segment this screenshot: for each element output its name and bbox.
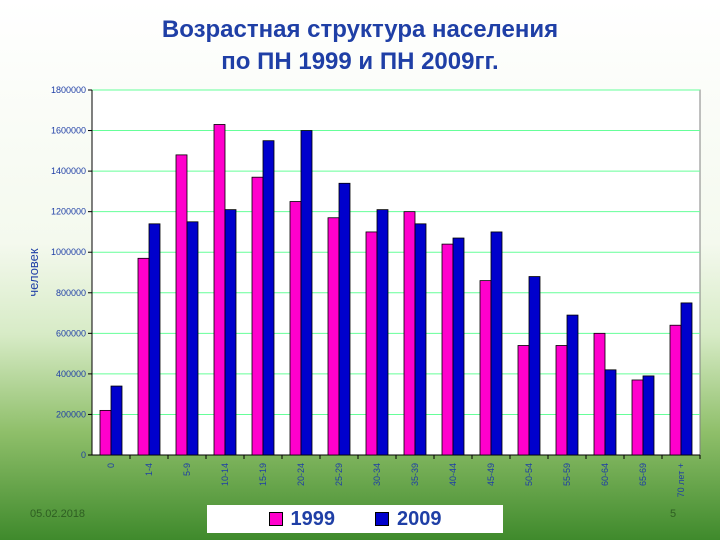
bar-2009-40-44 <box>452 237 465 456</box>
legend-label-1999: 1999 <box>290 507 336 530</box>
bar-2009-10-14 <box>224 209 237 456</box>
bar-1999-50-54 <box>517 345 530 456</box>
legend-label-2009: 2009 <box>397 507 442 530</box>
bar-2009-25-29 <box>338 182 351 456</box>
chart-title: Возрастная структура населения по ПН 199… <box>0 14 720 78</box>
y-axis-label: человек <box>26 248 41 297</box>
bar-1999-45-49 <box>479 280 492 456</box>
bar-1999-25-29 <box>327 217 340 456</box>
y-tick-label: 1000000 <box>51 247 86 257</box>
x-tick-label: 0 <box>106 463 116 468</box>
legend: 1999 2009 <box>207 505 503 533</box>
x-tick-label: 20-24 <box>296 463 306 486</box>
bar-1999-70 лет + <box>669 324 682 456</box>
x-tick-label: 45-49 <box>486 463 496 486</box>
y-tick-label: 200000 <box>56 409 86 419</box>
bar-2009-35-39 <box>414 223 427 456</box>
bar-1999-10-14 <box>213 124 226 456</box>
bar-2009-60-64 <box>604 369 617 456</box>
bar-1999-60-64 <box>593 332 606 456</box>
legend-item-1999: 1999 <box>268 507 336 531</box>
page-number: 5 <box>670 508 677 520</box>
bar-2009-5-9 <box>186 221 199 456</box>
bar-2009-65-69 <box>642 375 655 456</box>
y-tick-label: 1600000 <box>51 126 86 136</box>
y-tick-label: 600000 <box>56 328 86 338</box>
bar-1999-5-9 <box>175 154 188 456</box>
bar-2009-20-24 <box>300 130 313 456</box>
y-tick-label: 0 <box>81 450 86 460</box>
bar-1999-1-4 <box>137 257 150 456</box>
y-tick-label: 1800000 <box>51 85 86 95</box>
legend-swatch-1999 <box>268 512 283 526</box>
x-tick-label: 30-34 <box>372 463 382 486</box>
bar-1999-40-44 <box>441 243 454 456</box>
y-tick-label: 800000 <box>56 288 86 298</box>
x-tick-label: 25-29 <box>334 463 344 486</box>
x-tick-label: 10-14 <box>220 463 230 486</box>
x-tick-label: 5-9 <box>182 463 192 476</box>
bar-2009-15-19 <box>262 140 275 456</box>
bar-2009-0 <box>110 385 123 456</box>
x-tick-label: 50-54 <box>524 463 534 486</box>
bar-1999-30-34 <box>365 231 378 456</box>
bar-1999-0 <box>99 409 112 456</box>
x-tick-label: 55-59 <box>562 463 572 486</box>
x-tick-label: 15-19 <box>258 463 268 486</box>
bar-2009-45-49 <box>490 231 503 456</box>
bar-2009-55-59 <box>566 314 579 456</box>
x-tick-label: 40-44 <box>448 463 458 486</box>
bar-1999-65-69 <box>631 379 644 456</box>
bar-2009-50-54 <box>528 276 541 456</box>
x-tick-label: 35-39 <box>410 463 420 486</box>
legend-swatch-2009 <box>375 512 389 526</box>
bar-2009-70 лет + <box>680 302 693 456</box>
chart-title-line-2: по ПН 1999 и ПН 2009гг. <box>221 48 499 75</box>
bar-2009-30-34 <box>376 209 389 456</box>
bar-1999-20-24 <box>289 201 302 456</box>
y-tick-label: 1400000 <box>51 166 86 176</box>
bar-1999-55-59 <box>555 345 568 456</box>
chart-title-line-1: Возрастная структура населения <box>161 16 559 43</box>
x-tick-label: 60-64 <box>600 463 610 486</box>
y-tick-label: 400000 <box>56 369 86 379</box>
bar-1999-15-19 <box>251 176 264 456</box>
footer-date: 05.02.2018 <box>30 508 86 520</box>
x-tick-label: 70 лет + <box>676 463 686 497</box>
legend-item-2009: 2009 <box>375 508 442 531</box>
x-tick-label: 1-4 <box>144 463 154 476</box>
bar-1999-35-39 <box>403 211 416 456</box>
bar-2009-1-4 <box>148 223 161 456</box>
x-tick-label: 65-69 <box>638 463 648 486</box>
y-tick-label: 1200000 <box>51 207 86 217</box>
